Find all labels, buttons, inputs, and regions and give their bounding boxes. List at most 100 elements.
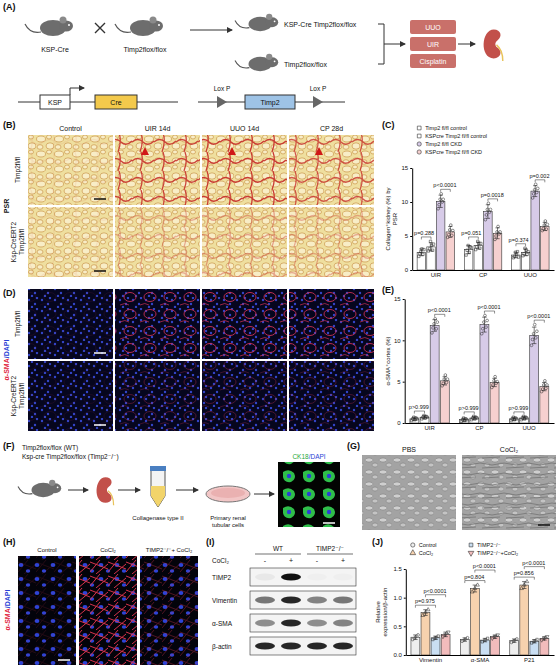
annotation: p=0.975 — [415, 598, 435, 604]
point — [513, 639, 516, 642]
phase-image — [362, 455, 456, 530]
cap — [150, 466, 166, 471]
image-layer — [202, 207, 287, 277]
psr-image — [115, 207, 200, 277]
point — [533, 188, 536, 191]
label: CoCl₂ — [212, 557, 229, 564]
label: Ksp-CreERT2Timp2fl/fl — [10, 221, 25, 262]
point — [441, 636, 445, 639]
label: TIMP2⁻/⁻+ CoCl₂ — [146, 547, 193, 553]
scale-bar — [94, 424, 106, 426]
annotation: p=0.0018 — [481, 192, 504, 198]
fluorescence-image — [28, 361, 113, 431]
bar — [510, 641, 519, 655]
panel-letter: (E) — [382, 285, 394, 295]
point — [445, 381, 448, 384]
point — [484, 639, 486, 641]
point — [515, 253, 517, 255]
point — [525, 417, 527, 419]
band — [307, 620, 327, 627]
bracket — [441, 189, 451, 192]
dish — [206, 486, 250, 502]
scale-bar — [94, 198, 106, 200]
eye — [158, 24, 160, 26]
point — [484, 218, 487, 221]
point — [494, 375, 497, 378]
tick: CP — [479, 272, 487, 278]
label: Cre — [110, 99, 121, 106]
label: Vimentin — [212, 597, 238, 604]
psr-image — [28, 135, 113, 205]
band — [281, 620, 301, 627]
point — [520, 586, 524, 589]
point — [481, 641, 483, 643]
annotation: p=0.002 — [529, 173, 549, 179]
ureter — [497, 45, 503, 61]
tick-mark — [403, 299, 405, 300]
image-layer — [18, 556, 76, 665]
tick-label: 10 — [402, 199, 409, 205]
dish-inner — [211, 488, 245, 498]
legend-label: TIMP2⁻/⁻ — [477, 542, 501, 548]
fluorescence-image — [278, 462, 340, 527]
point — [530, 642, 532, 644]
band — [255, 643, 275, 650]
point — [527, 250, 529, 252]
label: - — [316, 557, 319, 564]
point — [534, 336, 537, 339]
point — [450, 234, 453, 237]
tick-mark — [404, 626, 406, 627]
band — [307, 574, 327, 581]
point — [434, 637, 436, 639]
annotation: p<0.0001 — [477, 304, 500, 310]
pointer — [141, 147, 149, 155]
bar — [490, 382, 499, 423]
tick-label: 15 — [402, 165, 409, 171]
image-layer — [289, 361, 374, 431]
bar — [430, 325, 439, 423]
point — [489, 208, 492, 211]
gene-box — [95, 95, 137, 109]
tick-label: 0 — [405, 267, 409, 273]
bar — [491, 637, 500, 655]
legend-label: CoCl₂ — [419, 550, 433, 556]
arrow — [384, 44, 405, 45]
point — [510, 641, 513, 644]
gene-box — [245, 95, 295, 109]
image-layer — [462, 455, 556, 530]
point — [522, 583, 526, 586]
point — [466, 418, 468, 420]
point — [428, 248, 430, 250]
bracket — [514, 577, 534, 580]
scale-bar — [58, 659, 70, 661]
legend-label: KSPcre Timp2 fl/fl CKD — [425, 149, 482, 155]
image-layer — [202, 289, 287, 359]
point — [426, 608, 430, 611]
image-layer — [28, 207, 113, 277]
point — [536, 638, 538, 640]
point — [433, 322, 436, 325]
image-layer — [289, 289, 374, 359]
image-layer — [202, 135, 287, 205]
image-layer — [202, 361, 287, 431]
label: + — [289, 557, 293, 564]
point — [446, 236, 449, 239]
point — [442, 198, 445, 201]
legend-label: Control — [419, 542, 437, 548]
bar — [470, 588, 479, 655]
bar — [484, 212, 492, 270]
arrow — [176, 490, 198, 491]
panel-letter: (J) — [372, 537, 383, 547]
point — [468, 251, 470, 253]
image-layer — [115, 207, 200, 277]
annotation: p<0.0001 — [522, 560, 545, 566]
point — [429, 240, 431, 242]
image-layer — [18, 556, 76, 665]
bar — [531, 191, 539, 270]
tick-mark — [403, 423, 405, 424]
image-layer — [79, 556, 137, 665]
point — [431, 332, 434, 335]
point — [543, 224, 546, 227]
point — [444, 374, 447, 377]
arrow — [68, 490, 88, 491]
